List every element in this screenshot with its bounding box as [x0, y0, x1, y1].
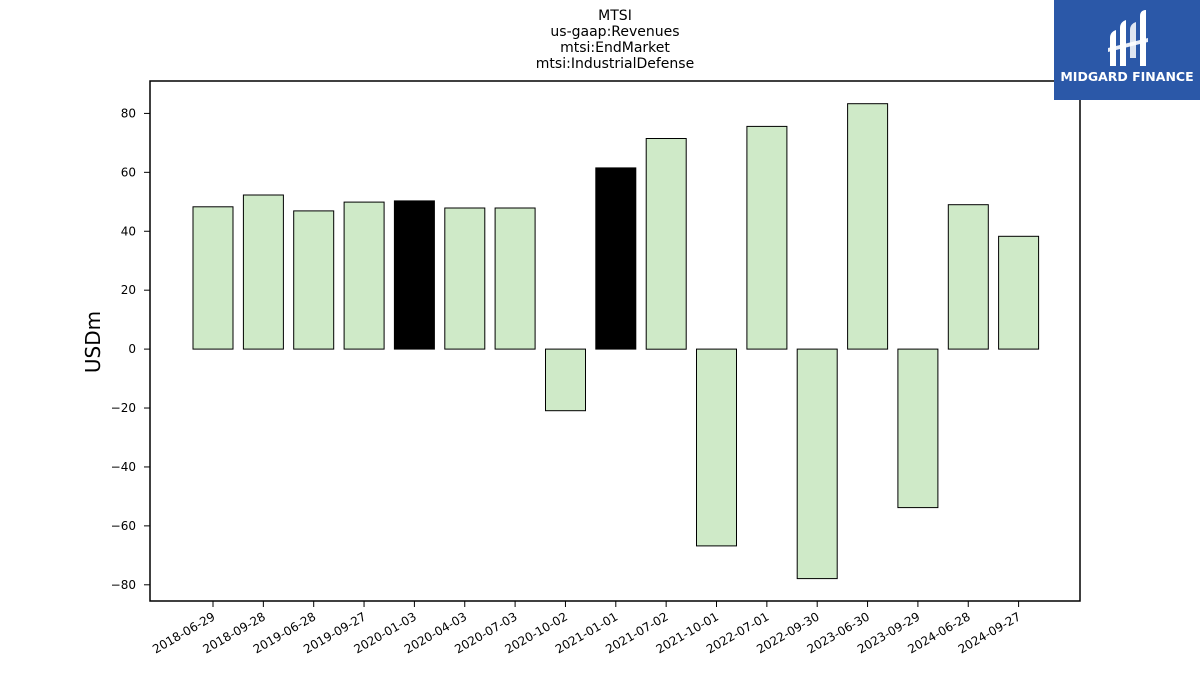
bar-2020-04-03	[444, 207, 486, 350]
bars-group	[192, 103, 1040, 580]
bar-2023-06-30	[847, 103, 889, 350]
x-axis-ticks: 2018-06-292018-09-282019-06-282019-09-27…	[150, 601, 1023, 656]
bar-2021-01-01	[595, 167, 637, 350]
plot-frame	[149, 80, 1081, 602]
y-tick-label: −20	[111, 401, 136, 415]
bar-2021-10-01	[696, 348, 737, 547]
bar-2024-09-27	[998, 235, 1040, 350]
y-tick-label: −40	[111, 460, 136, 474]
bar-2022-07-01	[746, 125, 788, 350]
midgard-finance-logo: MIDGARD FINANCE	[1054, 0, 1200, 100]
logo-text: MIDGARD FINANCE	[1060, 69, 1194, 84]
chart-title-line-1: MTSI	[598, 8, 632, 24]
y-tick-label: 0	[128, 342, 136, 356]
y-tick-label: 80	[121, 106, 136, 120]
bar-2020-10-02	[545, 348, 586, 412]
bar-2020-01-03	[393, 200, 435, 350]
chart-title-line-2: us-gaap:Revenues	[550, 24, 679, 40]
y-tick-label: 60	[121, 165, 136, 179]
bar-2022-09-30	[796, 348, 838, 580]
y-axis-label: USDm	[81, 311, 105, 373]
bar-2019-09-27	[343, 201, 385, 350]
chart-title-line-3: mtsi:EndMarket	[560, 40, 670, 56]
bar-2020-07-03	[494, 207, 536, 350]
bar-2024-06-28	[947, 204, 989, 350]
logo-mark-icon	[1108, 10, 1148, 66]
y-tick-label: 20	[121, 283, 136, 297]
bar-2021-07-02	[645, 138, 687, 350]
y-tick-label: −60	[111, 519, 136, 533]
y-axis-ticks: 80 60 40 20 0 −20 −40 −60 −80	[111, 106, 150, 592]
chart-title: MTSI us-gaap:Revenues mtsi:EndMarket mts…	[536, 8, 694, 72]
bar-2023-09-29	[897, 348, 939, 509]
y-tick-label: −80	[111, 578, 136, 592]
bar-2019-06-28	[293, 210, 335, 350]
bar-2018-06-29	[192, 206, 234, 350]
y-tick-label: 40	[121, 224, 136, 238]
bar-2018-09-28	[242, 194, 284, 350]
chart-title-line-4: mtsi:IndustrialDefense	[536, 56, 694, 72]
